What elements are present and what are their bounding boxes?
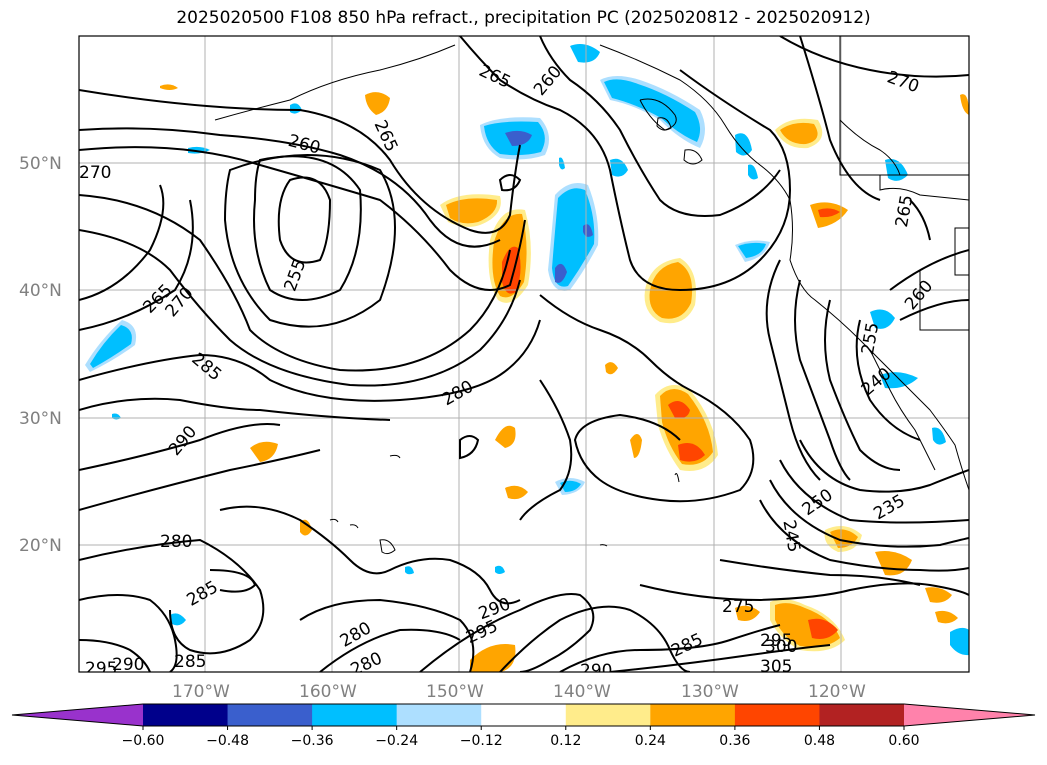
contour-label: 295 — [85, 659, 117, 679]
colorbar-swatch — [734, 704, 820, 726]
lat-label: 50°N — [19, 154, 62, 174]
colorbar: −0.60 −0.48 −0.36 −0.24 −0.12 0.12 0.24 0.36 0.4… — [11, 703, 1036, 749]
map-title: 2025020500 F108 850 hPa refract., precip… — [176, 8, 871, 28]
colorbar-tick-label: −0.12 — [460, 733, 503, 749]
contour-label: 305 — [760, 657, 792, 677]
lat-label: 40°N — [19, 281, 62, 301]
colorbar-tick-label: 0.60 — [888, 733, 919, 749]
longitude-labels: 170°W 160°W 150°W 140°W 130°W 120°W — [172, 682, 866, 702]
colorbar-extend-min — [12, 704, 143, 726]
graticule-lines — [79, 36, 969, 672]
latitude-labels: 50°N 40°N 30°N 20°N — [19, 154, 62, 556]
lon-label: 140°W — [553, 682, 611, 702]
colorbar-tick-label: −0.60 — [122, 733, 165, 749]
lon-label: 130°W — [681, 682, 739, 702]
colorbar-tick-label: −0.48 — [206, 733, 249, 749]
precip-fills — [85, 44, 969, 672]
contour-label: 300 — [765, 637, 797, 657]
colorbar-swatch — [650, 704, 736, 726]
colorbar-tick-label: −0.36 — [291, 733, 334, 749]
colorbar-swatch — [227, 704, 313, 726]
contour-label: 285 — [174, 652, 206, 672]
colorbar-extend-max — [904, 704, 1035, 726]
contour-label: 290 — [112, 655, 144, 675]
colorbar-swatch — [481, 704, 567, 726]
colorbar-swatch — [143, 704, 229, 726]
map-frame — [78, 35, 970, 673]
refractivity-contours — [79, 36, 969, 672]
colorbar-tick-label: 0.48 — [804, 733, 835, 749]
colorbar-swatch — [819, 704, 905, 726]
contour-label: 290 — [580, 661, 612, 681]
map-area: 265 260 270 265 260 270 265 270 255 285 … — [79, 36, 969, 681]
contour-label: 295 — [760, 631, 792, 651]
colorbar-tick-label: 0.24 — [635, 733, 666, 749]
colorbar-tick-label: 0.36 — [719, 733, 750, 749]
lon-label: 150°W — [426, 682, 484, 702]
lon-label: 120°W — [808, 682, 866, 702]
colorbar-swatch — [565, 704, 651, 726]
lon-label: 170°W — [172, 682, 230, 702]
contour-label: 270 — [79, 163, 111, 183]
lat-label: 20°N — [19, 536, 62, 556]
colorbar-swatch — [312, 704, 398, 726]
lat-label: 30°N — [19, 409, 62, 429]
colorbar-swatch — [396, 704, 482, 726]
colorbar-tick-label: −0.24 — [375, 733, 418, 749]
positive-precip-areas — [160, 84, 969, 672]
lon-label: 160°W — [299, 682, 357, 702]
contour-label: 275 — [722, 597, 754, 617]
contour-label: 280 — [160, 532, 192, 552]
colorbar-tick-label: 0.12 — [550, 733, 581, 749]
